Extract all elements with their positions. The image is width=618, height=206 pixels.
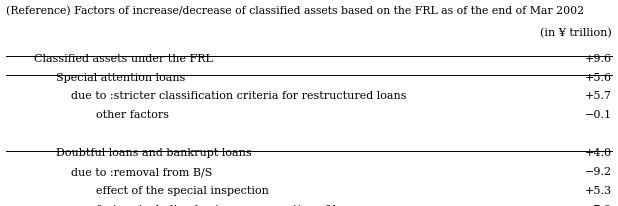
Text: +5.7: +5.7	[585, 91, 612, 102]
Text: due to :stricter classification criteria for restructured loans: due to :stricter classification criteria…	[71, 91, 407, 102]
Text: +5.3: +5.3	[585, 186, 612, 196]
Text: +4.0: +4.0	[585, 148, 612, 158]
Text: other factors: other factors	[96, 110, 169, 121]
Text: +9.6: +9.6	[585, 54, 612, 64]
Text: Special attention loans: Special attention loans	[56, 73, 185, 83]
Text: +7.9: +7.9	[585, 205, 612, 206]
Text: Doubtful loans and bankrupt loans: Doubtful loans and bankrupt loans	[56, 148, 252, 158]
Text: +5.6: +5.6	[585, 73, 612, 83]
Text: −9.2: −9.2	[585, 167, 612, 177]
Text: factors including business aggravation of borrowers: factors including business aggravation o…	[96, 205, 391, 206]
Text: effect of the special inspection: effect of the special inspection	[96, 186, 269, 196]
Text: (in ¥ trillion): (in ¥ trillion)	[540, 28, 612, 38]
Text: (Reference) Factors of increase/decrease of classified assets based on the FRL a: (Reference) Factors of increase/decrease…	[6, 6, 584, 16]
Text: Classified assets under the FRL: Classified assets under the FRL	[34, 54, 213, 64]
Text: −0.1: −0.1	[585, 110, 612, 121]
Text: due to :removal from B/S: due to :removal from B/S	[71, 167, 213, 177]
